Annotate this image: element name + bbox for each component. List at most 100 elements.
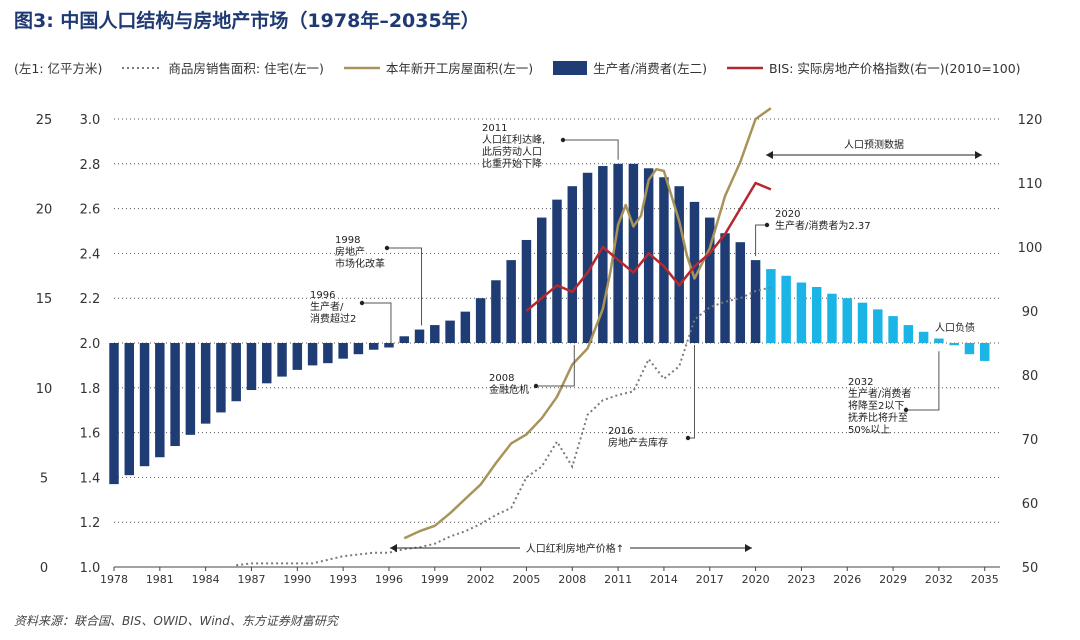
ratio-bar-2026: [842, 298, 852, 343]
dividend-label-bg: [520, 541, 630, 555]
annotation-1996-leader: [362, 302, 392, 344]
ratio-bar-2015: [674, 186, 684, 343]
ratio-bar-2029: [888, 316, 898, 343]
annotation-2011-leader: [563, 139, 619, 160]
ratio-bar-1984: [200, 343, 211, 424]
ratio-bar-2007: [552, 199, 562, 343]
new-starts-line: [403, 107, 772, 540]
legend-label-starts: 本年新开工房屋面积(左一): [385, 61, 534, 76]
annotation-2032: 2032: [848, 377, 873, 388]
ratio-bar-1992: [323, 343, 333, 364]
legend-swatch-sales: [122, 66, 163, 69]
annotation-1996: 消费超过2: [310, 312, 356, 325]
sales-area-line: [236, 286, 772, 567]
x-tick-label: 2032: [925, 573, 953, 586]
projection-arrow-head-right: [975, 151, 982, 159]
ratio-bar-1995: [368, 343, 379, 350]
annotation-1998-leader-dot: [384, 245, 390, 251]
ratio-bar-1980: [139, 343, 150, 467]
ratio-bar-2027: [857, 302, 868, 343]
projection-arrow-head-left: [766, 151, 773, 159]
annotation-2011: 人口红利达峰,: [482, 133, 545, 146]
bis-price-line: [525, 181, 772, 312]
annotation-2008: 2008: [489, 373, 514, 384]
y-left2-tick-label: 1.2: [80, 516, 101, 531]
ratio-bar-2021: [766, 269, 776, 343]
x-tick-label: 2029: [879, 573, 907, 586]
ratio-bar-2019: [735, 242, 746, 343]
y-right-tick-label: 120: [1018, 113, 1043, 128]
ratio-bar-2008: [567, 186, 578, 343]
y-left2-tick-label: 1.0: [80, 561, 101, 576]
annotation-2008: 金融危机: [489, 383, 529, 396]
x-tick-label: 2023: [787, 573, 815, 586]
x-tick-label: 2014: [650, 573, 678, 586]
x-tick-label: 2017: [696, 573, 724, 586]
y-left2-tick-label: 3.0: [80, 113, 101, 128]
annotation-2011: 此后劳动人口: [482, 145, 542, 158]
annotation-1996: 1996: [310, 290, 335, 301]
ratio-bar-1996: [384, 343, 394, 348]
y-left1-tick-label: 10: [36, 382, 53, 397]
y-left2-tick-label: 2.0: [80, 337, 101, 352]
ratio-bar-2010: [598, 166, 608, 343]
annotation-2011-leader-dot: [560, 137, 566, 143]
ratio-bar-2032: [934, 338, 944, 343]
ratio-bar-2030: [903, 325, 914, 343]
x-tick-label: 2002: [467, 573, 495, 586]
ratio-bar-2004: [506, 260, 516, 343]
ratio-bar-1999: [430, 325, 440, 343]
annotation-1998: 房地产: [335, 245, 365, 258]
ratio-bar-2001: [460, 311, 471, 343]
y-left1-tick-label: 25: [36, 113, 53, 128]
y-left2-tick-label: 1.8: [80, 382, 101, 397]
y-left1-tick-label: 5: [40, 471, 48, 486]
annotation-2011: 比重开始下降: [482, 157, 542, 170]
annotation-2032-leader-dot: [903, 407, 909, 413]
annotation-2020-leader: [755, 224, 767, 257]
y-left2-tick-label: 1.4: [80, 471, 101, 486]
y-left2-tick-label: 2.6: [80, 203, 101, 218]
annotation-1998-leader: [387, 247, 423, 326]
legend-unit: (左1: 亿平方米): [14, 61, 103, 76]
annotation-demographic-debt: 人口负债: [935, 321, 975, 334]
y-right-tick-label: 110: [1018, 177, 1043, 192]
annotation-2016: 房地产去库存: [608, 436, 668, 449]
legend-label-bis: BIS: 实际房地产价格指数(右一)(2010=100): [769, 61, 1021, 76]
x-tick-label: 1981: [146, 573, 174, 586]
y-left2-tick-label: 2.8: [80, 158, 101, 173]
x-tick-label: 1990: [283, 573, 311, 586]
ratio-bar-1978: [109, 343, 119, 485]
ratio-bar-2000: [445, 320, 455, 343]
ratio-bar-1985: [216, 343, 226, 413]
chart-legend: (左1: 亿平方米) 商品房销售面积: 住宅(左一) 本年新开工房屋面积(左一)…: [14, 58, 1074, 77]
ratio-bar-1993: [338, 343, 348, 359]
ratio-bar-2014: [659, 177, 669, 343]
annotation-2032: 50%以上: [848, 424, 890, 436]
ratio-bar-1991: [307, 343, 318, 366]
ratio-bar-1983: [185, 343, 196, 435]
x-tick-label: 2020: [742, 573, 770, 586]
legend-swatch-ratio: [553, 60, 588, 75]
y-left2-tick-label: 2.2: [80, 292, 101, 307]
x-tick-label: 2005: [512, 573, 540, 586]
ratio-bar-2020: [750, 260, 761, 343]
annotation-2008-leader-dot: [533, 383, 539, 389]
annotation-2008-leader: [536, 345, 575, 387]
ratio-bar-2033: [949, 343, 959, 346]
ratio-bar-2023: [796, 282, 807, 343]
annotation-2032-leader: [906, 351, 940, 411]
annotation-1998: 1998: [335, 235, 360, 246]
ratio-bar-2016: [689, 201, 700, 343]
annotation-2032: 生产者/消费者: [848, 387, 911, 400]
legend-item-starts: 本年新开工房屋面积(左一): [343, 59, 537, 76]
dividend-arrow-head-left: [390, 544, 397, 552]
legend-item-sales: 商品房销售面积: 住宅(左一): [122, 59, 327, 76]
ratio-bar-1986: [231, 343, 241, 402]
annotation-dividend: 人口红利房地产价格↑: [526, 542, 624, 555]
annotation-2032: 将降至2以下,: [848, 399, 908, 412]
ratio-bar-1994: [353, 343, 364, 355]
legend-label-ratio: 生产者/消费者(左二): [593, 61, 708, 76]
ratio-bar-2022: [781, 275, 791, 343]
